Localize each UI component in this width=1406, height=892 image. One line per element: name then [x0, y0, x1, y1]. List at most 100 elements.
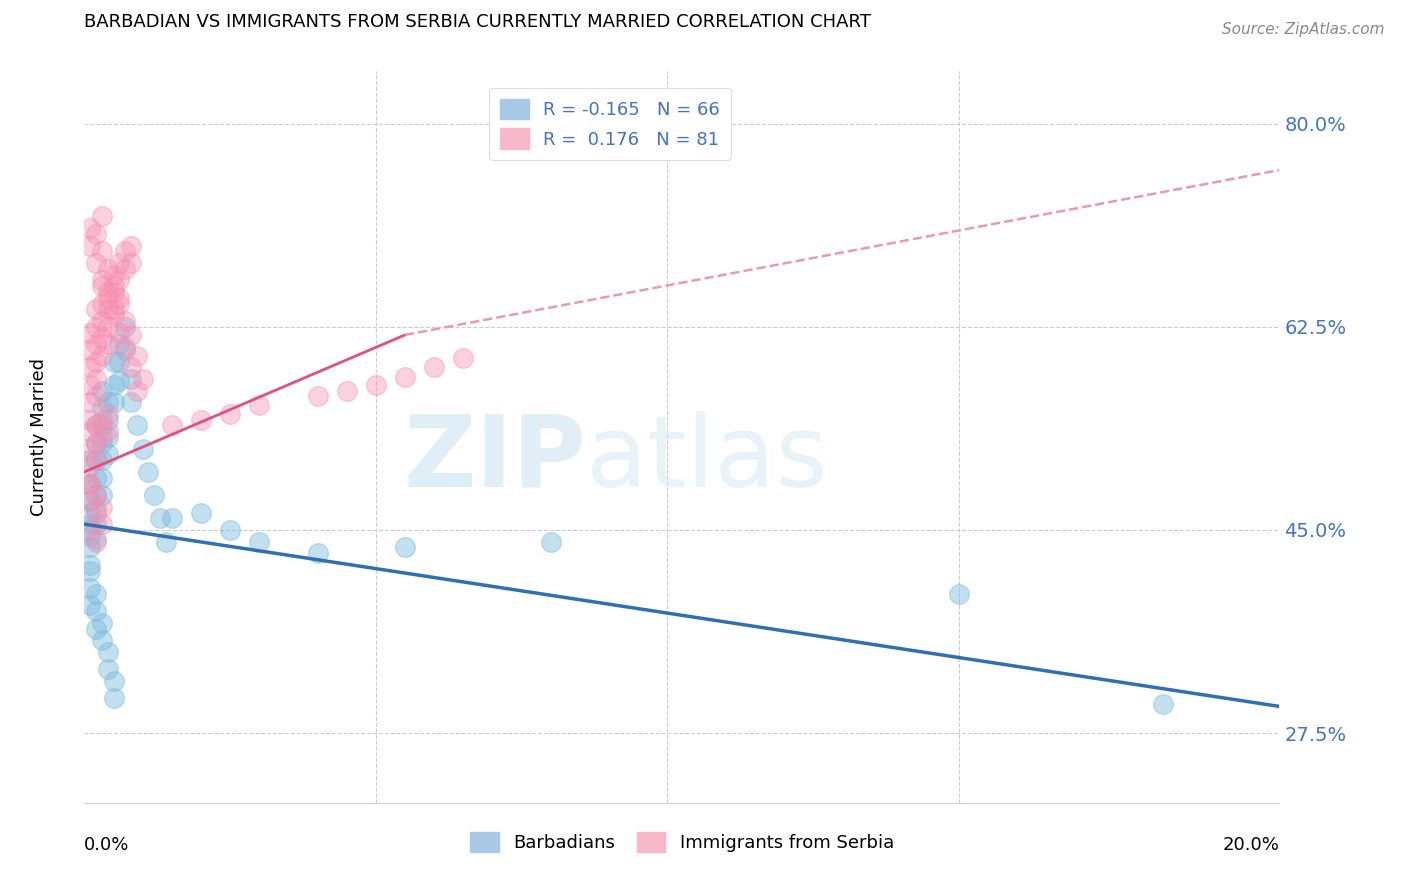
- Point: [90, 384, 112, 398]
- Point: [84, 453, 107, 467]
- Point: [79, 599, 101, 613]
- Point: [120, 360, 142, 375]
- Point: [90, 349, 112, 363]
- Point: [90, 273, 112, 287]
- Point: [79, 453, 101, 467]
- Point: [90, 430, 112, 444]
- Point: [125, 384, 148, 398]
- Point: [84, 354, 107, 368]
- Text: atlas: atlas: [586, 410, 828, 508]
- Point: [79, 459, 101, 474]
- Point: [90, 412, 112, 426]
- Point: [120, 238, 142, 252]
- Point: [97, 407, 120, 421]
- Point: [90, 314, 112, 328]
- Point: [79, 360, 101, 375]
- Point: [103, 377, 125, 392]
- Point: [97, 448, 120, 462]
- Point: [131, 442, 153, 456]
- Legend: Barbadians, Immigrants from Serbia: Barbadians, Immigrants from Serbia: [463, 824, 901, 860]
- Point: [84, 337, 107, 351]
- Point: [97, 662, 120, 676]
- Point: [90, 453, 112, 467]
- Point: [79, 377, 101, 392]
- Point: [90, 418, 112, 433]
- Point: [114, 339, 136, 353]
- Point: [108, 337, 131, 351]
- Point: [90, 296, 112, 310]
- Point: [90, 471, 112, 485]
- Point: [79, 343, 101, 357]
- Point: [190, 506, 212, 520]
- Point: [219, 407, 242, 421]
- Point: [84, 319, 107, 334]
- Point: [103, 302, 125, 317]
- Point: [1152, 697, 1174, 711]
- Point: [423, 360, 446, 375]
- Point: [97, 285, 120, 299]
- Point: [90, 210, 112, 224]
- Point: [84, 502, 107, 516]
- Point: [84, 389, 107, 403]
- Point: [84, 517, 107, 532]
- Point: [84, 604, 107, 618]
- Point: [79, 395, 101, 409]
- Point: [97, 302, 120, 317]
- Point: [120, 395, 142, 409]
- Point: [143, 488, 166, 502]
- Point: [79, 412, 101, 426]
- Point: [219, 523, 242, 537]
- Point: [103, 268, 125, 282]
- Point: [125, 349, 148, 363]
- Point: [79, 529, 101, 543]
- Point: [79, 517, 101, 532]
- Point: [114, 314, 136, 328]
- Point: [114, 261, 136, 276]
- Point: [160, 418, 183, 433]
- Point: [336, 384, 359, 398]
- Point: [247, 534, 270, 549]
- Point: [120, 256, 142, 270]
- Text: 20.0%: 20.0%: [1223, 837, 1279, 855]
- Text: Source: ZipAtlas.com: Source: ZipAtlas.com: [1222, 22, 1385, 37]
- Point: [108, 375, 131, 389]
- Point: [84, 372, 107, 386]
- Text: BARBADIAN VS IMMIGRANTS FROM SERBIA CURRENTLY MARRIED CORRELATION CHART: BARBADIAN VS IMMIGRANTS FROM SERBIA CURR…: [84, 13, 872, 31]
- Point: [103, 285, 125, 299]
- Point: [125, 418, 148, 433]
- Point: [108, 296, 131, 310]
- Point: [84, 436, 107, 450]
- Point: [114, 244, 136, 259]
- Point: [108, 354, 131, 368]
- Point: [79, 424, 101, 438]
- Point: [307, 389, 329, 403]
- Point: [84, 534, 107, 549]
- Point: [79, 326, 101, 340]
- Point: [90, 488, 112, 502]
- Point: [108, 326, 131, 340]
- Point: [453, 351, 475, 365]
- Point: [79, 442, 101, 456]
- Point: [79, 506, 101, 520]
- Point: [149, 511, 172, 525]
- Point: [79, 558, 101, 572]
- Point: [948, 587, 970, 601]
- Point: [84, 506, 107, 520]
- Point: [103, 691, 125, 706]
- Point: [79, 523, 101, 537]
- Point: [97, 395, 120, 409]
- Point: [84, 418, 107, 433]
- Point: [394, 369, 416, 384]
- Point: [90, 279, 112, 293]
- Point: [84, 488, 107, 502]
- Point: [79, 581, 101, 595]
- Point: [79, 494, 101, 508]
- Point: [394, 541, 416, 555]
- Point: [114, 343, 136, 357]
- Point: [90, 615, 112, 630]
- Point: [103, 673, 125, 688]
- Point: [90, 436, 112, 450]
- Point: [97, 291, 120, 305]
- Point: [84, 533, 107, 547]
- Point: [79, 476, 101, 491]
